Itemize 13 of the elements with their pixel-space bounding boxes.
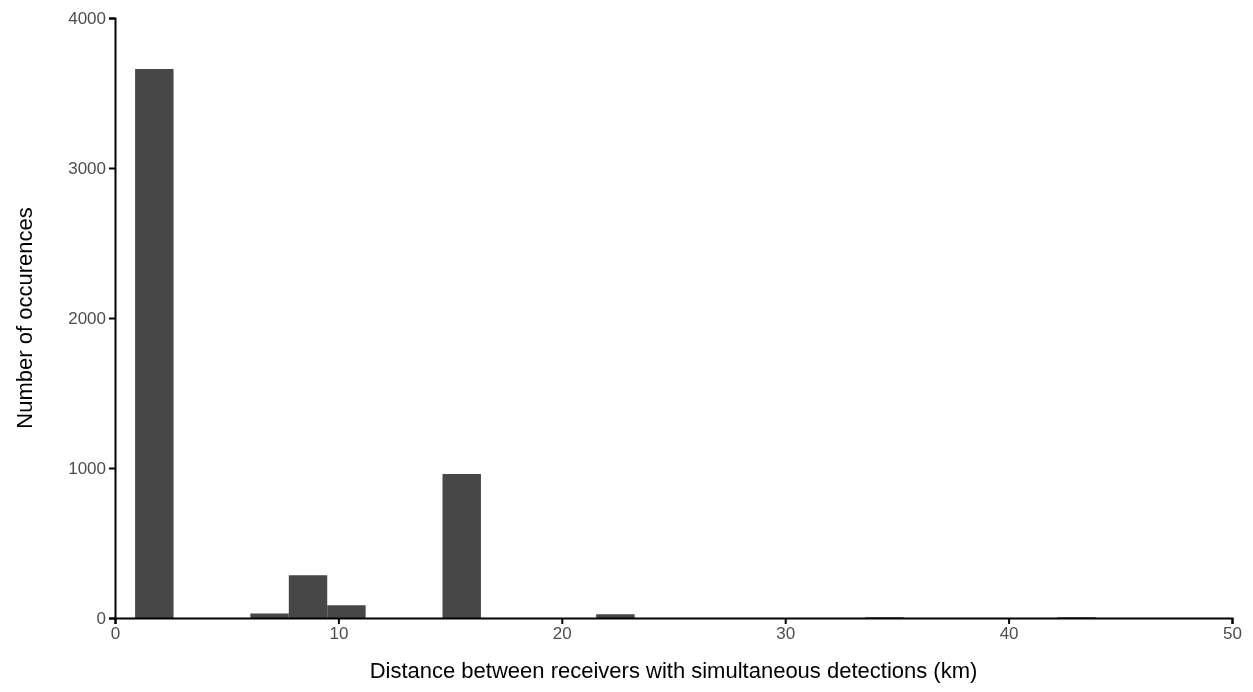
- x-tick-label: 40: [999, 624, 1019, 644]
- x-tick-label: 50: [1223, 624, 1242, 644]
- y-tick-label: 0: [96, 608, 106, 628]
- x-tick-label: 30: [776, 624, 796, 644]
- y-axis-title: Number of occurences: [12, 207, 37, 429]
- y-tick-label: 1000: [68, 458, 106, 478]
- x-tick-label: 10: [329, 624, 349, 644]
- y-tick-label: 4000: [68, 8, 106, 28]
- y-tick-label: 2000: [68, 308, 106, 328]
- x-tick-label: 0: [110, 624, 121, 644]
- x-axis-title: Distance between receivers with simultaneous detections (km): [369, 658, 978, 683]
- y-tick-label: 3000: [68, 158, 106, 178]
- x-tick-label: 20: [552, 624, 572, 644]
